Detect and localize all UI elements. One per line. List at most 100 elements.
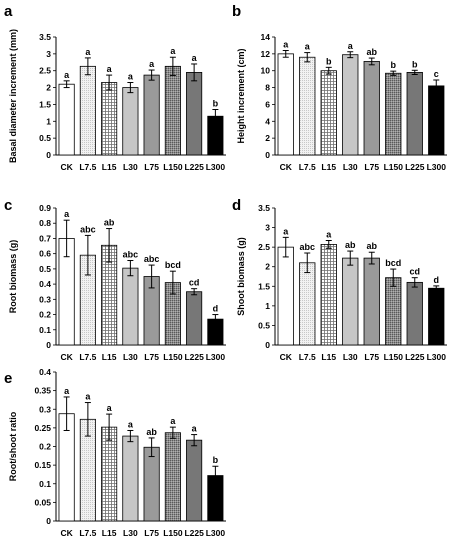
y-tick-label: 0.4 bbox=[39, 279, 51, 289]
bar-L75 bbox=[363, 257, 380, 346]
significance-label: abc bbox=[123, 250, 139, 260]
y-axis-title: Root/shoot ratio bbox=[8, 411, 18, 481]
x-category-label: L30 bbox=[123, 528, 138, 538]
y-tick-label: 0 bbox=[46, 150, 51, 160]
y-tick-label: 0.4 bbox=[39, 367, 51, 377]
bar-L225 bbox=[186, 439, 203, 522]
y-tick-label: 0 bbox=[46, 340, 51, 350]
significance-label: b bbox=[326, 56, 332, 66]
bar-L150 bbox=[164, 432, 181, 522]
y-tick-label: 0.15 bbox=[34, 460, 51, 470]
y-tick-label: 10 bbox=[261, 66, 271, 76]
bar-L30 bbox=[122, 435, 139, 522]
significance-label: a bbox=[305, 42, 311, 52]
y-axis-title: Shoot biomass (g) bbox=[236, 237, 246, 316]
y-tick-label: 0.1 bbox=[39, 325, 51, 335]
bar-L225 bbox=[406, 72, 423, 156]
y-tick-label: 0.2 bbox=[39, 442, 51, 452]
y-tick-label: 0.35 bbox=[34, 386, 51, 396]
bar-CK bbox=[58, 83, 75, 156]
bar-L30 bbox=[122, 267, 139, 346]
significance-label: a bbox=[85, 392, 91, 402]
x-category-label: L75 bbox=[144, 162, 159, 172]
significance-label: ab bbox=[104, 218, 115, 228]
bar-L15 bbox=[101, 426, 118, 522]
significance-label: ab bbox=[146, 427, 157, 437]
significance-label: a bbox=[128, 419, 134, 429]
x-category-label: CK bbox=[280, 162, 293, 172]
x-category-label: L150 bbox=[163, 352, 183, 362]
y-tick-label: 8 bbox=[265, 83, 270, 93]
x-category-label: L225 bbox=[184, 352, 204, 362]
panel-letter: b bbox=[232, 3, 241, 20]
panel-letter: e bbox=[4, 370, 12, 387]
significance-label: abc bbox=[80, 224, 96, 234]
bar-L30 bbox=[122, 87, 139, 156]
y-tick-label: 0.2 bbox=[39, 310, 51, 320]
x-category-label: L225 bbox=[184, 528, 204, 538]
significance-label: a bbox=[64, 209, 70, 219]
significance-label: bcd bbox=[385, 258, 401, 268]
significance-label: a bbox=[192, 424, 198, 434]
x-category-label: CK bbox=[60, 162, 73, 172]
y-tick-label: 2 bbox=[265, 262, 270, 272]
x-category-label: L7.5 bbox=[299, 352, 316, 362]
significance-label: b bbox=[412, 59, 418, 69]
bar-L7.5 bbox=[79, 65, 96, 156]
significance-label: a bbox=[128, 72, 134, 82]
x-category-label: L30 bbox=[123, 162, 138, 172]
x-category-label: L150 bbox=[384, 162, 404, 172]
y-tick-label: 0.7 bbox=[39, 233, 51, 243]
significance-label: cd bbox=[189, 278, 200, 288]
bar-CK bbox=[277, 53, 294, 156]
significance-label: ab bbox=[345, 240, 356, 250]
bar-L15 bbox=[320, 244, 337, 346]
y-tick-label: 0 bbox=[46, 516, 51, 526]
significance-label: d bbox=[213, 304, 219, 314]
bar-L225 bbox=[186, 72, 203, 156]
significance-label: a bbox=[326, 229, 332, 239]
x-category-label: L300 bbox=[427, 352, 447, 362]
significance-label: b bbox=[391, 60, 397, 70]
x-category-label: L75 bbox=[144, 352, 159, 362]
significance-label: ab bbox=[366, 47, 377, 57]
bar-L30 bbox=[342, 54, 359, 156]
y-tick-label: 1.5 bbox=[258, 281, 270, 291]
y-tick-label: 14 bbox=[261, 32, 271, 42]
y-tick-label: 2.5 bbox=[39, 66, 51, 76]
y-axis-title: Height increment (cm) bbox=[236, 48, 246, 143]
bar-L7.5 bbox=[299, 262, 316, 346]
x-category-label: L150 bbox=[163, 528, 183, 538]
x-category-label: L75 bbox=[144, 528, 159, 538]
y-axis-title: Basal diameter increment (mm) bbox=[8, 29, 18, 163]
y-tick-label: 1 bbox=[265, 301, 270, 311]
bar-L75 bbox=[143, 446, 160, 522]
x-category-label: L225 bbox=[405, 352, 425, 362]
x-category-label: L300 bbox=[206, 352, 226, 362]
significance-label: a bbox=[348, 41, 354, 51]
y-tick-label: 0.6 bbox=[39, 249, 51, 259]
bar-L30 bbox=[342, 257, 359, 346]
significance-label: b bbox=[213, 455, 219, 465]
panel-letter: d bbox=[232, 197, 241, 214]
x-category-label: L7.5 bbox=[79, 352, 96, 362]
y-tick-label: 12 bbox=[261, 49, 271, 59]
bar-L300 bbox=[428, 85, 445, 156]
x-category-label: L225 bbox=[184, 162, 204, 172]
y-tick-label: 3 bbox=[265, 223, 270, 233]
x-category-label: L300 bbox=[206, 528, 226, 538]
significance-label: a bbox=[107, 403, 113, 413]
y-tick-label: 0.8 bbox=[39, 218, 51, 228]
x-category-label: L7.5 bbox=[79, 528, 96, 538]
y-tick-label: 2.5 bbox=[258, 242, 270, 252]
bar-L225 bbox=[406, 281, 423, 346]
y-tick-label: 0.3 bbox=[39, 294, 51, 304]
x-category-label: L75 bbox=[364, 162, 379, 172]
x-category-label: L300 bbox=[206, 162, 226, 172]
x-category-label: L150 bbox=[384, 352, 404, 362]
y-tick-label: 3.5 bbox=[258, 203, 270, 213]
x-category-label: L30 bbox=[343, 162, 358, 172]
y-tick-label: 0.05 bbox=[34, 497, 51, 507]
